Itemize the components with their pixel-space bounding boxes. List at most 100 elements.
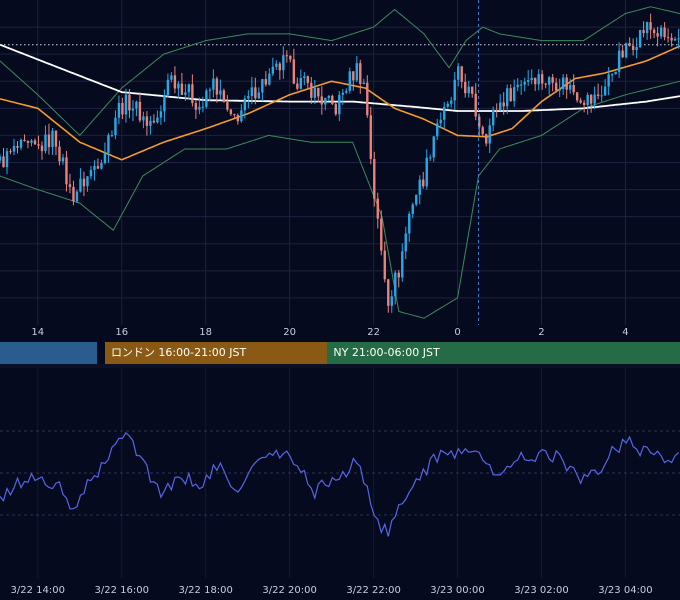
candle-up bbox=[219, 90, 222, 95]
candle-up bbox=[257, 92, 261, 99]
candle-up bbox=[561, 77, 565, 89]
candle-down bbox=[215, 78, 219, 95]
candle-up bbox=[457, 66, 460, 80]
candle-down bbox=[565, 77, 568, 90]
candle-up bbox=[586, 94, 589, 105]
candle-down bbox=[642, 29, 645, 34]
candle-down bbox=[589, 94, 593, 104]
candle-up bbox=[429, 157, 432, 159]
candle-down bbox=[331, 95, 334, 105]
candle-down bbox=[533, 77, 537, 85]
candle-down bbox=[16, 145, 19, 148]
candle-down bbox=[481, 127, 484, 135]
candle-down bbox=[264, 79, 268, 85]
candle-down bbox=[387, 279, 390, 306]
candle-up bbox=[348, 71, 351, 91]
candle-up bbox=[624, 43, 628, 58]
candle-down bbox=[296, 83, 299, 89]
candle-up bbox=[124, 94, 128, 115]
candle-down bbox=[306, 76, 310, 83]
candle-down bbox=[138, 101, 142, 121]
candle-up bbox=[338, 94, 341, 115]
candle-down bbox=[422, 179, 425, 187]
candle-down bbox=[194, 103, 198, 110]
candle-down bbox=[65, 157, 68, 185]
candle-down bbox=[47, 134, 51, 148]
candle-up bbox=[425, 157, 428, 187]
candle-up bbox=[100, 163, 103, 169]
candle-down bbox=[544, 83, 547, 85]
candle-down bbox=[582, 102, 586, 105]
candle-up bbox=[418, 179, 421, 195]
candle-down bbox=[649, 22, 652, 30]
candle-up bbox=[415, 194, 418, 205]
candle-up bbox=[411, 204, 414, 214]
price-x-tick-label: 16 bbox=[115, 327, 129, 338]
candle-up bbox=[61, 157, 65, 162]
candle-up bbox=[443, 106, 446, 120]
candle-up bbox=[250, 87, 254, 97]
candle-up bbox=[401, 251, 404, 278]
candle-up bbox=[198, 106, 201, 110]
pane-divider[interactable] bbox=[0, 364, 680, 368]
candle-up bbox=[432, 136, 435, 158]
oscillator-levels bbox=[0, 430, 680, 516]
oscillator-x-tick-label: 3/23 00:00 bbox=[430, 585, 485, 596]
candle-down bbox=[33, 140, 37, 145]
candle-up bbox=[201, 106, 205, 108]
candle-down bbox=[670, 37, 673, 41]
candle-up bbox=[107, 135, 110, 153]
candle-down bbox=[310, 82, 313, 98]
oscillator-chart[interactable] bbox=[0, 368, 680, 578]
candle-up bbox=[614, 71, 617, 75]
candle-up bbox=[603, 86, 607, 96]
candle-up bbox=[51, 130, 54, 148]
candle-up bbox=[243, 98, 247, 111]
candle-down bbox=[317, 87, 320, 97]
price-chart[interactable] bbox=[0, 0, 680, 325]
candle-down bbox=[551, 77, 554, 83]
candle-up bbox=[159, 111, 163, 118]
candle-up bbox=[519, 84, 523, 86]
oscillator-x-tick-label: 3/23 02:00 bbox=[514, 585, 569, 596]
candle-down bbox=[596, 94, 600, 96]
candle-up bbox=[453, 79, 456, 101]
candle-up bbox=[205, 90, 208, 107]
candle-up bbox=[163, 95, 166, 112]
candle-down bbox=[572, 84, 575, 93]
candle-down bbox=[376, 198, 379, 219]
candle-up bbox=[303, 76, 306, 78]
candle-up bbox=[142, 116, 145, 121]
candle-up bbox=[149, 120, 152, 126]
candle-up bbox=[86, 176, 89, 187]
candle-up bbox=[450, 100, 453, 104]
candle-up bbox=[89, 169, 93, 177]
session-bar: ロンドン 16:00-21:00 JST NY 21:00-06:00 JST bbox=[0, 342, 680, 364]
price-x-tick-label: 20 bbox=[283, 327, 296, 338]
candle-up bbox=[635, 47, 638, 51]
candle-up bbox=[208, 89, 212, 91]
candle-up bbox=[677, 38, 680, 40]
candle-down bbox=[222, 90, 226, 103]
candle-down bbox=[652, 29, 656, 34]
candle-up bbox=[617, 50, 621, 72]
candle-down bbox=[575, 92, 579, 101]
candle-down bbox=[464, 81, 467, 94]
candle-down bbox=[292, 59, 296, 84]
candle-down bbox=[359, 63, 362, 84]
candle-up bbox=[19, 139, 23, 148]
candle-down bbox=[289, 55, 292, 60]
candle-down bbox=[226, 102, 229, 110]
candle-up bbox=[156, 117, 159, 123]
oscillator-x-tick-label: 3/22 18:00 bbox=[178, 585, 233, 596]
candle-up bbox=[0, 156, 2, 161]
oscillator-x-tick-label: 3/22 14:00 bbox=[10, 585, 65, 596]
candle-up bbox=[184, 92, 187, 95]
candle-up bbox=[436, 123, 439, 137]
candle-down bbox=[663, 27, 666, 38]
candle-up bbox=[526, 80, 530, 82]
oscillator-x-tick-label: 3/22 20:00 bbox=[262, 585, 317, 596]
candle-up bbox=[673, 38, 677, 41]
candle-up bbox=[408, 213, 411, 234]
candle-up bbox=[135, 101, 138, 109]
